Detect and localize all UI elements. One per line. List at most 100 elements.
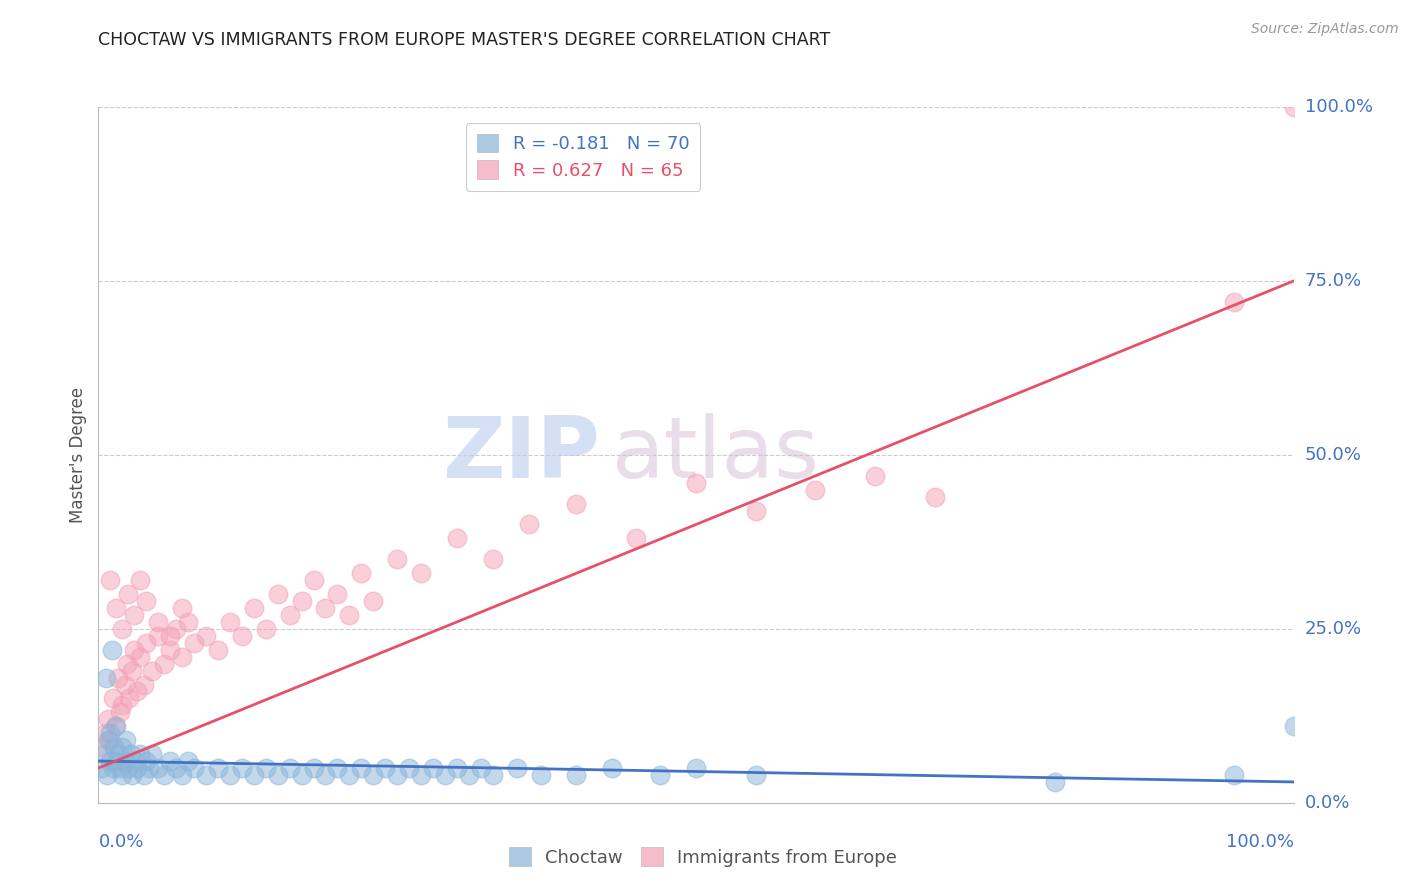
Point [242, 601, 264, 615]
Point [129, 573, 152, 587]
Point [302, 573, 325, 587]
Point [207, 642, 229, 657]
Y-axis label: Master's Degree: Master's Degree [69, 387, 87, 523]
Point [101, 761, 124, 775]
Point [1282, 719, 1305, 733]
Text: 50.0%: 50.0% [1305, 446, 1361, 464]
Point [411, 566, 433, 581]
Text: ZIP: ZIP [443, 413, 600, 497]
Point [111, 768, 134, 782]
Point [118, 691, 141, 706]
Point [337, 607, 360, 622]
Point [91, 740, 114, 755]
Point [124, 607, 146, 622]
Point [135, 636, 157, 650]
Point [1222, 294, 1246, 309]
Point [125, 761, 148, 775]
Point [148, 615, 170, 629]
Point [97, 712, 120, 726]
Point [337, 768, 360, 782]
Point [107, 671, 129, 685]
Point [326, 587, 349, 601]
Text: 0.0%: 0.0% [98, 833, 143, 851]
Text: 75.0%: 75.0% [1305, 272, 1362, 290]
Point [108, 761, 131, 775]
Point [141, 747, 163, 761]
Point [132, 768, 155, 782]
Point [624, 532, 647, 546]
Point [433, 768, 456, 782]
Point [302, 761, 325, 775]
Point [254, 622, 277, 636]
Point [98, 573, 122, 587]
Point [685, 475, 707, 490]
Point [114, 754, 136, 768]
Point [148, 761, 170, 775]
Point [165, 622, 187, 636]
Point [385, 768, 409, 782]
Text: 25.0%: 25.0% [1305, 620, 1362, 638]
Point [172, 649, 194, 664]
Point [111, 698, 134, 713]
Point [457, 768, 479, 782]
Point [385, 552, 409, 566]
Point [350, 566, 373, 581]
Text: 0.0%: 0.0% [1305, 794, 1350, 812]
Point [1282, 100, 1305, 114]
Point [129, 747, 152, 761]
Text: 100.0%: 100.0% [1226, 833, 1294, 851]
Point [103, 740, 125, 755]
Point [315, 768, 337, 782]
Point [411, 768, 433, 782]
Point [207, 761, 229, 775]
Point [231, 629, 253, 643]
Point [97, 733, 120, 747]
Point [115, 733, 138, 747]
Point [565, 497, 588, 511]
Point [98, 733, 122, 747]
Point [506, 761, 529, 775]
Text: atlas: atlas [612, 413, 820, 497]
Point [159, 642, 181, 657]
Point [481, 768, 505, 782]
Point [685, 761, 707, 775]
Point [105, 754, 128, 768]
Point [98, 726, 122, 740]
Point [529, 768, 551, 782]
Point [363, 768, 385, 782]
Point [924, 490, 946, 504]
Point [374, 761, 396, 775]
Point [565, 768, 588, 782]
Point [648, 768, 672, 782]
Point [148, 629, 170, 643]
Point [115, 657, 138, 671]
Point [153, 768, 176, 782]
Point [267, 768, 290, 782]
Point [398, 761, 420, 775]
Point [111, 740, 134, 755]
Point [100, 642, 122, 657]
Point [183, 761, 205, 775]
Point [101, 691, 124, 706]
Point [350, 761, 373, 775]
Point [172, 768, 194, 782]
Point [446, 532, 468, 546]
Point [177, 754, 200, 768]
Point [600, 761, 623, 775]
Point [124, 642, 146, 657]
Point [470, 761, 492, 775]
Point [124, 754, 146, 768]
Point [121, 768, 143, 782]
Point [132, 677, 155, 691]
Point [219, 768, 242, 782]
Point [278, 761, 301, 775]
Point [172, 601, 194, 615]
Point [326, 761, 349, 775]
Point [446, 761, 468, 775]
Point [290, 768, 312, 782]
Point [114, 677, 136, 691]
Text: Source: ZipAtlas.com: Source: ZipAtlas.com [1251, 22, 1399, 37]
Point [481, 552, 505, 566]
Point [177, 615, 200, 629]
Point [105, 719, 128, 733]
